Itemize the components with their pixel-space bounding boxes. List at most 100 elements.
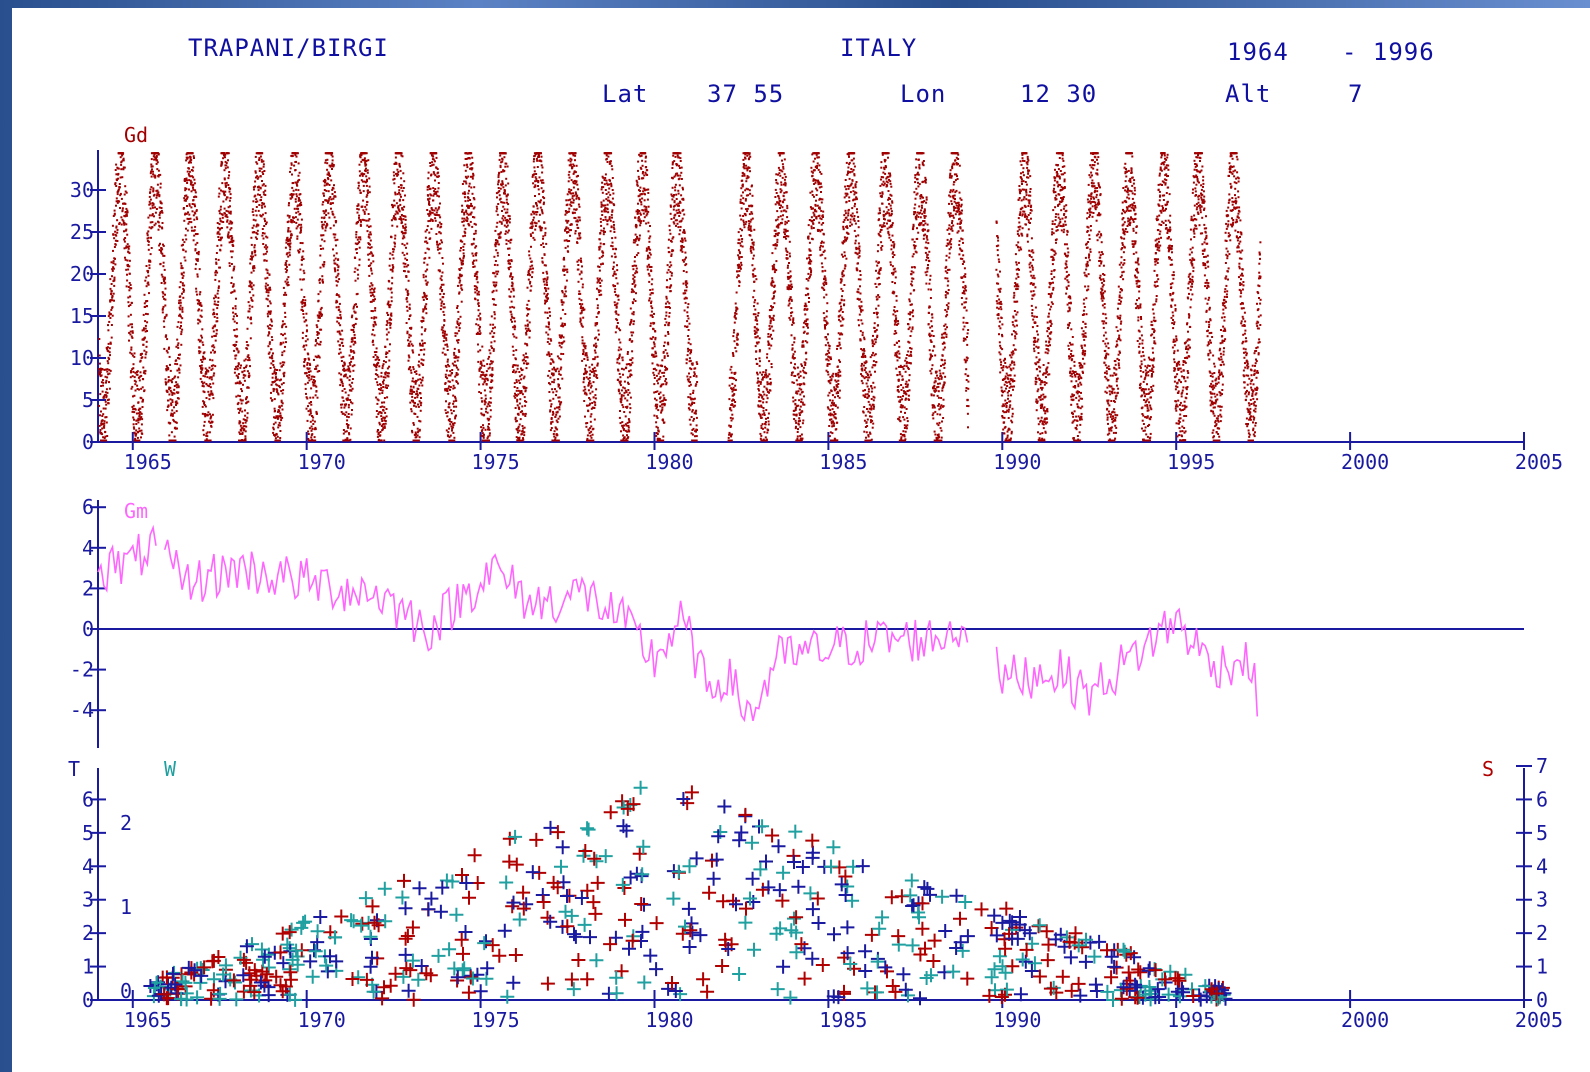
gd-point <box>284 316 287 318</box>
gd-point <box>110 283 113 285</box>
gd-point <box>283 322 286 325</box>
gd-point <box>263 170 266 172</box>
gd-point <box>366 178 368 181</box>
gd-point <box>349 385 352 388</box>
gd-point <box>131 326 134 329</box>
gd-point <box>228 264 231 267</box>
gd-point <box>197 302 200 305</box>
gd-point <box>426 298 428 300</box>
gd-point <box>362 209 365 212</box>
gd-point <box>409 388 412 391</box>
gd-point <box>473 238 476 241</box>
gd-point <box>257 209 260 212</box>
gd-point <box>537 200 540 203</box>
gd-point <box>247 301 250 304</box>
gd-point <box>491 360 494 363</box>
gd-point <box>367 189 369 192</box>
gd-point <box>521 368 524 371</box>
gd-point <box>240 429 243 432</box>
gd-point <box>405 305 408 308</box>
gd-point <box>491 368 494 371</box>
gd-point <box>238 422 241 425</box>
gd-point <box>449 370 452 373</box>
gd-point <box>432 199 435 202</box>
gd-point <box>509 241 512 244</box>
gd-point <box>180 321 183 324</box>
gd-point <box>563 323 566 326</box>
gd-point <box>542 271 545 274</box>
gd-point <box>228 222 231 225</box>
gd-point <box>98 368 100 371</box>
gd-point <box>408 306 411 309</box>
gd-point <box>529 222 532 225</box>
gd-point <box>484 394 487 397</box>
gd-point <box>456 320 459 323</box>
gd-point <box>141 400 144 403</box>
gd-point <box>490 362 493 365</box>
gd-point <box>229 210 232 213</box>
gd-point <box>563 256 565 259</box>
gd-point <box>369 264 372 267</box>
gd-point <box>269 323 272 326</box>
gd-point <box>442 283 445 286</box>
gd-point <box>125 245 128 248</box>
gd-point <box>141 418 144 421</box>
gd-point <box>211 345 214 348</box>
gd-point <box>220 244 223 247</box>
gd-point <box>342 365 345 368</box>
gd-point <box>366 180 368 183</box>
gd-point <box>525 400 528 403</box>
gd-point <box>388 306 391 309</box>
gd-point <box>409 314 412 317</box>
gd-point <box>231 291 234 294</box>
gd-point <box>463 254 465 257</box>
gd-point <box>99 367 102 370</box>
gd-point <box>250 316 252 319</box>
gd-point <box>308 402 311 405</box>
gd-point <box>215 303 218 306</box>
gd-point <box>536 166 539 168</box>
gd-point <box>215 258 217 261</box>
gd-point <box>332 164 335 166</box>
gd-point <box>466 157 469 160</box>
gd-point <box>289 242 292 245</box>
gd-point <box>157 228 160 231</box>
gd-point <box>544 301 547 303</box>
gd-point <box>354 341 357 344</box>
gd-point <box>471 243 474 246</box>
gd-point <box>370 246 373 249</box>
gd-point <box>112 233 115 236</box>
gd-point <box>414 431 417 434</box>
gd-point <box>567 173 570 176</box>
gd-point <box>461 208 464 211</box>
gd-point <box>477 332 480 335</box>
gd-point <box>469 213 472 216</box>
gd-point <box>258 157 261 160</box>
gd-point <box>170 414 172 417</box>
gd-point <box>281 408 284 411</box>
gd-point <box>335 244 337 247</box>
gd-point <box>254 194 257 197</box>
gd-point <box>442 306 445 309</box>
gd-point <box>444 389 447 392</box>
gd-point <box>450 425 453 428</box>
gd-point <box>473 232 476 235</box>
gd-point <box>562 336 565 339</box>
gd-point <box>319 340 322 343</box>
gd-point <box>149 191 152 194</box>
gd-point <box>446 360 449 363</box>
gd-point <box>249 283 252 286</box>
gd-point <box>488 434 491 437</box>
gd-point <box>284 268 287 270</box>
gd-point <box>212 330 215 333</box>
gd-point <box>380 415 383 418</box>
gd-point <box>262 213 264 216</box>
gd-point <box>542 235 545 238</box>
gd-point <box>212 364 215 367</box>
gd-point <box>323 212 326 215</box>
gd-point <box>236 314 238 317</box>
gd-point <box>250 271 253 274</box>
gd-point <box>506 218 509 221</box>
gd-point <box>247 359 250 362</box>
gd-point <box>530 213 533 216</box>
